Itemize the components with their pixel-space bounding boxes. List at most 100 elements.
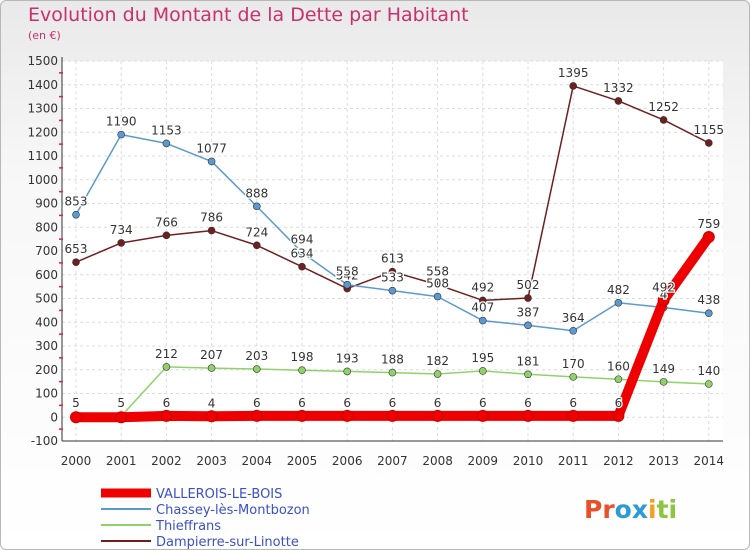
x-tick-label: 2004 [242, 454, 273, 468]
data-point [296, 409, 308, 422]
data-point [207, 157, 216, 166]
data-label: 170 [562, 357, 585, 371]
data-label: 542 [336, 269, 359, 283]
data-point [253, 241, 261, 250]
data-point [614, 375, 623, 384]
data-label: 613 [381, 252, 404, 266]
x-tick-label: 2010 [513, 454, 544, 468]
x-tick-label: 2003 [196, 454, 227, 468]
y-tick-label: 200 [35, 363, 58, 377]
series-vallerois-le-bois [70, 230, 715, 424]
y-tick-label: 1200 [27, 125, 58, 139]
data-label: 6 [479, 396, 487, 410]
data-point [343, 280, 352, 289]
legend-label: VALLEROIS-LE-BOIS [156, 487, 282, 502]
y-tick-label: 0 [50, 410, 58, 424]
data-point [614, 298, 623, 307]
data-label: 149 [652, 362, 675, 376]
data-point [117, 239, 125, 247]
data-point [524, 294, 532, 302]
data-point [522, 409, 534, 422]
proxiti-logo: Proxiti [584, 495, 677, 524]
x-tick-label: 2009 [468, 454, 499, 468]
y-tick-label: 300 [35, 339, 58, 353]
y-tick-label: 1100 [27, 149, 58, 163]
x-tick-label: 2006 [332, 454, 363, 468]
x-tick-label: 2008 [422, 454, 453, 468]
data-label: 502 [517, 278, 540, 292]
y-tick-label: 400 [35, 315, 58, 329]
y-tick-label: 800 [35, 220, 58, 234]
y-tick-label: 1400 [27, 78, 58, 92]
data-point [569, 373, 578, 381]
y-tick-label: 900 [35, 197, 58, 211]
data-point [524, 370, 532, 379]
y-tick-label: 600 [35, 268, 58, 282]
x-tick-label: 2013 [648, 454, 679, 468]
data-label: 1332 [603, 81, 634, 95]
data-point [117, 130, 125, 139]
y-tick-label: 500 [35, 292, 58, 306]
data-point [298, 366, 306, 375]
data-point [341, 409, 354, 422]
data-label: 6 [434, 396, 442, 410]
data-label: 6 [569, 396, 577, 410]
chart-unit: (en €) [28, 29, 61, 42]
data-point [298, 248, 306, 257]
data-label: 734 [110, 223, 133, 237]
x-tick-label: 2014 [694, 454, 725, 468]
data-label: 1395 [558, 66, 589, 80]
data-point [70, 411, 82, 424]
data-label: 4 [660, 288, 668, 302]
legend-label: Chassey-lès-Montbozon [156, 503, 310, 518]
data-label: 212 [155, 347, 178, 361]
data-point [702, 230, 715, 243]
y-tick-label: 1300 [27, 102, 58, 116]
data-label: 5 [72, 396, 80, 410]
data-label: 182 [426, 354, 449, 368]
data-label: 6 [298, 396, 306, 410]
data-point [207, 364, 216, 372]
data-point [567, 409, 580, 422]
data-label: 533 [381, 271, 404, 285]
data-label: 198 [291, 350, 314, 364]
data-label: 6 [163, 396, 171, 410]
data-point [659, 378, 668, 386]
data-point [478, 316, 487, 325]
y-tick-label: 100 [35, 387, 58, 401]
data-label: 438 [697, 293, 720, 307]
data-point [478, 296, 487, 305]
data-point [612, 409, 625, 422]
data-point [386, 409, 399, 422]
x-tick-label: 2001 [106, 454, 137, 468]
data-label: 1252 [648, 100, 679, 114]
data-label: 888 [245, 186, 268, 200]
data-label: 558 [336, 265, 359, 279]
data-point [253, 365, 261, 373]
data-label: 1153 [151, 123, 182, 137]
x-tick-label: 2005 [287, 454, 318, 468]
data-point [298, 262, 306, 271]
data-label: 1190 [106, 115, 137, 129]
data-point [253, 202, 261, 211]
data-label: 853 [65, 195, 88, 209]
data-point [205, 410, 218, 423]
data-label: 6 [524, 396, 532, 410]
chart-title: Evolution du Montant de la Dette par Hab… [28, 4, 469, 26]
data-label: 140 [697, 364, 720, 378]
x-tick-label: 2007 [377, 454, 408, 468]
data-point [659, 116, 668, 124]
data-label: 694 [291, 232, 314, 246]
data-point [704, 309, 713, 318]
data-point [431, 409, 444, 422]
data-label: 653 [65, 242, 88, 256]
data-point [388, 286, 397, 295]
data-label: 387 [517, 305, 540, 319]
y-tick-label: 700 [35, 244, 58, 258]
data-point [433, 280, 442, 289]
data-label: 492 [471, 280, 494, 294]
data-point [72, 258, 80, 266]
data-label: 203 [245, 349, 268, 363]
